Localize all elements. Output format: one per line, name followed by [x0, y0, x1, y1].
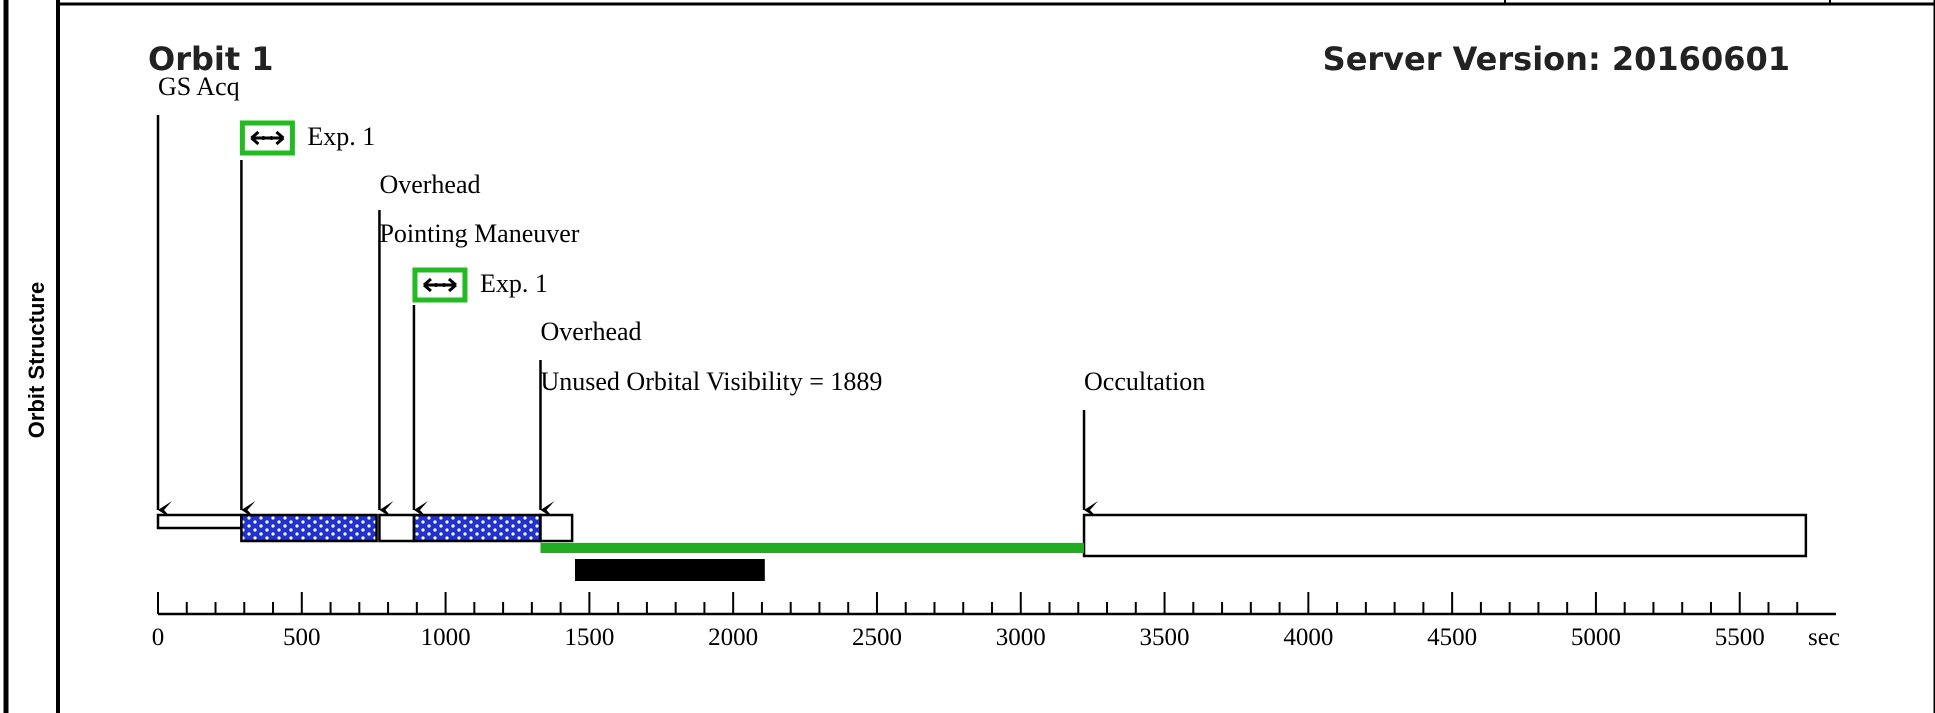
axis-unit: sec [1808, 624, 1840, 651]
side-label: Orbit Structure [24, 282, 49, 438]
tick-label: 3500 [1140, 624, 1190, 651]
segment-hollow [378, 513, 416, 543]
tick-label: 5500 [1715, 624, 1765, 651]
tick-label: 2500 [852, 624, 902, 651]
tick-label: 4500 [1427, 624, 1477, 651]
exposure-arrow-icon [412, 267, 468, 303]
tick-label: 500 [283, 624, 321, 651]
tick-label: 4000 [1283, 624, 1333, 651]
orbit-title: Orbit 1 [148, 40, 274, 78]
label-unused: Unused Orbital Visibility = 1889 [540, 367, 882, 396]
label-overhead-a: Overhead [379, 170, 480, 199]
server-version: Server Version: 20160601 [1323, 40, 1790, 78]
tick-label: 1000 [421, 624, 471, 651]
tick-label: 1500 [564, 624, 614, 651]
tick-label: 2000 [708, 624, 758, 651]
exposure-arrow-icon [239, 120, 295, 156]
segment-hollow [539, 513, 574, 543]
label-exp-1b: Exp. 1 [480, 269, 548, 298]
panel-frame [3, 0, 1935, 713]
timeline-segments [156, 513, 1808, 581]
segment-dotted-blue [240, 513, 378, 543]
tick-label: 3000 [996, 624, 1046, 651]
label-overhead-b: Overhead [540, 317, 641, 346]
tick-label: 5000 [1571, 624, 1621, 651]
black-bar [575, 559, 765, 581]
label-pointing: Pointing Maneuver [379, 219, 579, 248]
label-exp-1a: Exp. 1 [307, 122, 375, 151]
event-arrows [156, 115, 1099, 519]
time-axis: 0 500 1000 1500 2000 2500 3000 3500 4000 4500 5000… [152, 592, 1840, 651]
segment-dotted-blue [412, 513, 542, 543]
label-occultation: Occultation [1084, 367, 1205, 396]
segment-hollow [156, 513, 243, 530]
segment-hollow [1082, 513, 1808, 558]
label-gs-acq: GS Acq [158, 72, 240, 101]
visibility-bar [540, 543, 1085, 553]
tick-label: 0 [152, 624, 165, 651]
